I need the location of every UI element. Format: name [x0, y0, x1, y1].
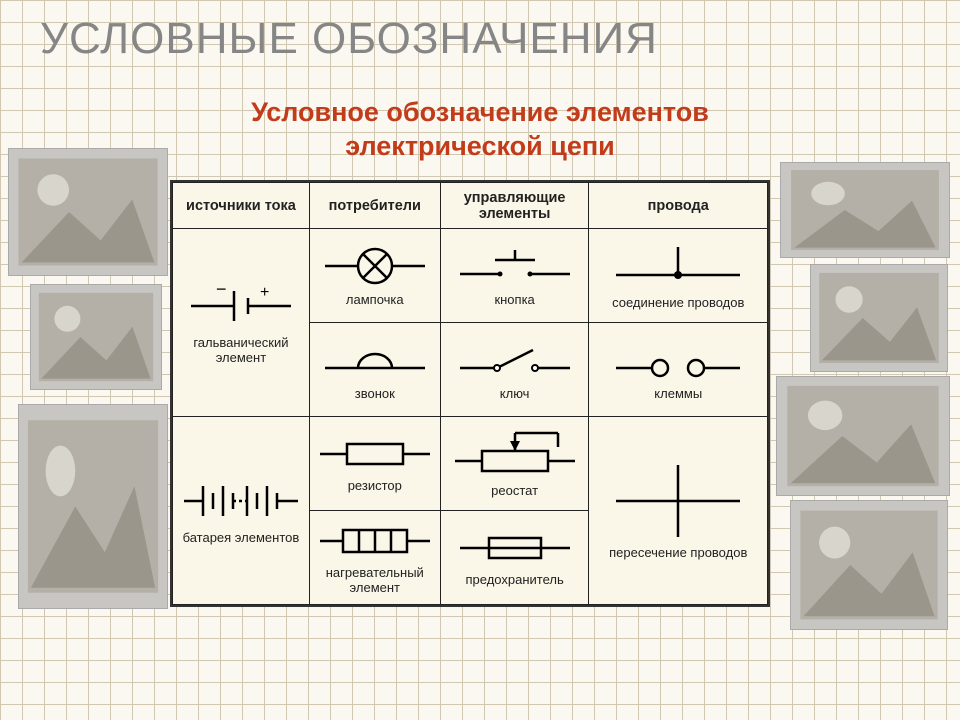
cell-label: пересечение проводов [609, 545, 747, 560]
cell-label: батарея элементов [183, 530, 300, 545]
batteries-photo [8, 148, 168, 276]
table-cell: предохранитель [440, 511, 589, 605]
table-cell: нагревательный элемент [309, 511, 440, 605]
page-title: УСЛОВНЫЕ ОБОЗНАЧЕНИЯ [40, 14, 658, 64]
col-header-sources: источники тока [173, 183, 310, 229]
junction-symbol [608, 241, 748, 291]
heating-coil-photo [810, 264, 948, 372]
table-cell: кнопка [440, 229, 589, 323]
resistor-symbol [315, 434, 435, 474]
cell-label: нагревательный элемент [312, 565, 438, 595]
table-cell: − + гальванический элемент [173, 229, 310, 417]
table-cell: ключ [440, 323, 589, 417]
cell-label: звонок [355, 386, 395, 401]
svg-text:+: + [260, 284, 269, 301]
rheostat-symbol [450, 429, 580, 479]
subtitle: Условное обозначение элементов электриче… [0, 96, 960, 164]
switch-symbol [455, 338, 575, 382]
col-header-control: управляющие элементы [440, 183, 589, 229]
terminals-symbol [608, 338, 748, 382]
table-cell: реостат [440, 417, 589, 511]
galvanic-cell-photo [30, 284, 162, 390]
cell-label: ключ [500, 386, 530, 401]
table-cell: батарея элементов [173, 417, 310, 605]
table-cell: соединение проводов [589, 229, 768, 323]
subtitle-line2: электрической цепи [345, 131, 615, 161]
table-cell: звонок [309, 323, 440, 417]
cell-label: резистор [348, 478, 402, 493]
cell-label: гальванический элемент [175, 335, 307, 365]
resistor-board-photo [776, 376, 950, 496]
table-cell: клеммы [589, 323, 768, 417]
button-symbol [455, 244, 575, 288]
lamp-symbol [320, 244, 430, 288]
heater-symbol [315, 521, 435, 561]
cell-label: кнопка [494, 292, 534, 307]
cell-label: реостат [491, 483, 538, 498]
cell-label: предохранитель [465, 572, 563, 587]
cell-label: клеммы [654, 386, 702, 401]
bell-symbol [320, 338, 430, 382]
svg-text:−: − [216, 281, 227, 299]
subtitle-line1: Условное обозначение элементов [251, 97, 709, 127]
symbols-table: источники тока потребители управляющие э… [170, 180, 770, 607]
cell-label: лампочка [346, 292, 404, 307]
cell-label: соединение проводов [612, 295, 744, 310]
switch-key-photo [790, 500, 948, 630]
table-cell: пересечение проводов [589, 417, 768, 605]
col-header-consumers: потребители [309, 183, 440, 229]
rheostat-device-photo [780, 162, 950, 258]
table-cell: лампочка [309, 229, 440, 323]
crossing-symbol [608, 461, 748, 541]
galvanic-symbol: − + [186, 281, 296, 331]
table-cell: резистор [309, 417, 440, 511]
battery-symbol [181, 476, 301, 526]
bell-device-photo [18, 404, 168, 609]
fuse-symbol [455, 528, 575, 568]
col-header-wires: провода [589, 183, 768, 229]
